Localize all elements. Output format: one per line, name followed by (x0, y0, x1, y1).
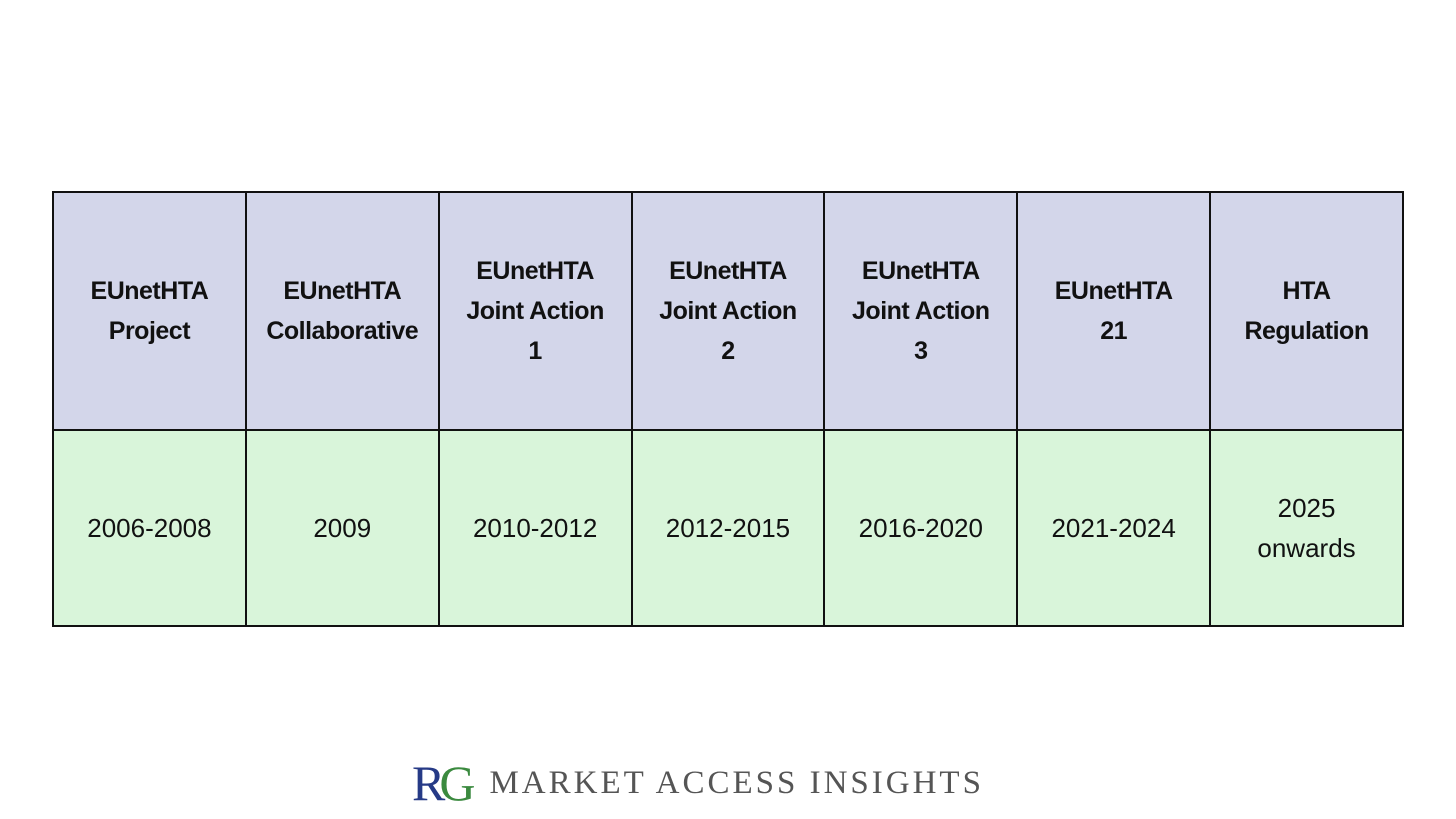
logo-mark: R (412, 755, 446, 811)
header-text: 3 (914, 337, 928, 365)
header-cell: HTA Regulation (1209, 191, 1404, 431)
table-cell: 2010-2012 (437, 429, 633, 627)
header-text: Collaborative (266, 317, 419, 345)
header-text: EUnetHTA (476, 257, 594, 285)
table-row: 2006-2008 2009 2010-2012 2012-2015 2016-2020… (52, 429, 1404, 627)
header-cell: EUnetHTA Collaborative (244, 191, 440, 431)
header-text: EUnetHTA (283, 277, 402, 305)
table-cell: 2012-2015 (630, 429, 826, 627)
header-text: EUnetHTA (861, 257, 980, 285)
header-text: EUnetHTA (1054, 277, 1173, 305)
cell-text: onwards (1257, 533, 1356, 563)
logo: R G MARKET ACCESS INSIGHTS (412, 748, 984, 818)
cell-text: 2009 (313, 513, 372, 543)
header-text: Joint Action (659, 297, 797, 325)
table-cell: 2009 (244, 429, 440, 627)
timeline-table: EUnetHTA Project EUnetHTA Collaborative EUne… (52, 191, 1404, 627)
header-text: HTA (1282, 277, 1332, 305)
table-cell: 2021-2024 (1016, 429, 1212, 627)
header-text: 1 (528, 337, 542, 365)
table-body: 2006-2008 2009 2010-2012 2012-2015 2016-2020… (52, 429, 1404, 627)
header-text: EUnetHTA (669, 257, 787, 285)
header-cell: EUnetHTA Joint Action 3 (823, 191, 1019, 431)
cell-text: 2025 (1277, 493, 1336, 523)
table-cell: 2006-2008 (52, 429, 247, 627)
table-cell: 2016-2020 (823, 429, 1019, 627)
header-text: Regulation (1244, 317, 1369, 345)
header-cell: EUnetHTA Joint Action 1 (437, 191, 633, 431)
header-text: EUnetHTA (90, 277, 209, 305)
header-row: EUnetHTA Project EUnetHTA Collaborative EUne… (52, 191, 1404, 431)
table-cell: 2025 onwards (1209, 429, 1404, 627)
cell-text: 2012-2015 (665, 513, 791, 543)
table-header: EUnetHTA Project EUnetHTA Collaborative EUne… (52, 191, 1404, 431)
cell-text: 2016-2020 (858, 513, 983, 543)
logo-text: MARKET ACCESS INSIGHTS (489, 764, 984, 801)
cell-text: 2006-2008 (87, 513, 212, 543)
cell-text: 2021-2024 (1051, 513, 1176, 543)
header-cell: EUnetHTA Project (52, 191, 247, 431)
header-text: Joint Action (852, 297, 990, 325)
cell-text: 2010-2012 (472, 513, 598, 543)
header-cell: EUnetHTA Joint Action 2 (630, 191, 826, 431)
header-text: Project (108, 317, 191, 345)
header-cell: EUnetHTA 21 (1016, 191, 1212, 431)
logo-mark: G (439, 755, 476, 811)
header-text: Joint Action (466, 297, 604, 325)
header-text: 21 (1100, 317, 1128, 345)
header-text: 2 (721, 337, 735, 365)
